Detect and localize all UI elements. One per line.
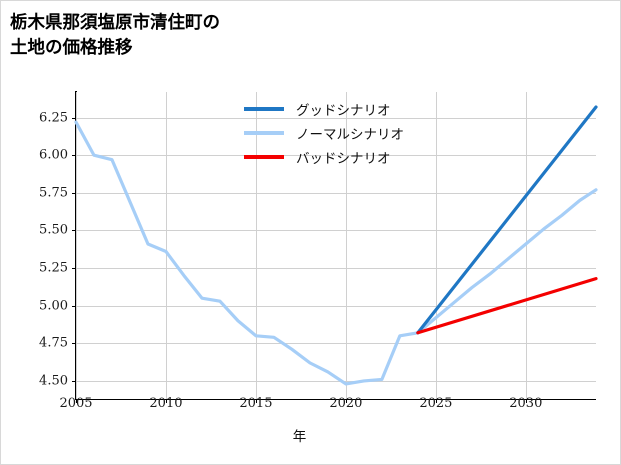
y-tick-mark <box>72 380 76 382</box>
y-tick-label: 5.50 <box>39 222 68 238</box>
x-tick-mark <box>76 399 77 403</box>
page-title: 栃木県那須塩原市清住町の 土地の価格推移 <box>10 12 220 57</box>
gridline-horizontal <box>76 155 596 157</box>
y-tick-label: 4.75 <box>39 335 68 351</box>
x-axis-label-text: 年 <box>292 429 307 444</box>
y-tick-mark <box>72 192 76 194</box>
gridline-vertical <box>255 92 257 399</box>
y-tick-mark <box>72 343 76 345</box>
legend-item-good[interactable]: グッドシナリオ <box>244 97 484 121</box>
y-tick-mark <box>72 305 76 307</box>
gridline-horizontal <box>76 192 596 194</box>
x-tick-label: 2030 <box>509 396 543 411</box>
gridline-horizontal <box>76 230 596 232</box>
y-tick-label: 4.50 <box>39 373 68 389</box>
y-tick-mark <box>72 117 76 119</box>
gridline-horizontal <box>76 343 596 345</box>
x-tick-mark <box>435 399 437 403</box>
chart-legend: グッドシナリオ ノーマルシナリオ バッドシナリオ <box>244 97 484 169</box>
y-tick-label: 5.25 <box>39 260 68 276</box>
series-line-good <box>416 105 598 335</box>
x-tick-mark <box>165 399 167 403</box>
legend-swatch-good <box>244 107 284 111</box>
gridline-horizontal <box>76 268 596 270</box>
x-tick-label: 2010 <box>149 396 183 411</box>
legend-swatch-bad <box>244 155 284 159</box>
x-axis-spine <box>75 398 596 400</box>
x-tick-label: 2015 <box>239 396 273 411</box>
legend-label-normal: ノーマルシナリオ <box>296 127 404 142</box>
gridline-horizontal <box>76 305 596 307</box>
y-tick-label: 6.25 <box>39 110 68 126</box>
gridline-vertical <box>435 92 437 399</box>
x-tick-label: 2005 <box>59 396 93 411</box>
series-line-normal <box>74 120 598 386</box>
series-lines <box>74 105 598 386</box>
x-tick-label: 2025 <box>419 396 453 411</box>
plot-area: 4.50 4.75 5.00 5.25 5.50 5.75 6.00 6.25 2005 201… <box>39 92 598 411</box>
legend-label-bad: バッドシナリオ <box>296 151 391 166</box>
y-axis-label: 坪（3.3㎡）単価（万円） <box>0 0 13 106</box>
x-tick-mark <box>345 399 347 403</box>
legend-item-bad[interactable]: バッドシナリオ <box>244 145 484 169</box>
y-tick-label: 5.00 <box>39 298 68 314</box>
legend-swatch-normal <box>244 131 284 135</box>
gridline-horizontal <box>76 117 596 119</box>
gridline-horizontal <box>76 380 596 382</box>
y-tick-mark <box>72 268 76 270</box>
y-tick-mark <box>72 230 76 232</box>
x-tick-mark <box>255 399 257 403</box>
y-tick-mark <box>72 155 76 157</box>
x-tick-mark <box>525 399 527 403</box>
x-tick-label: 2020 <box>329 396 363 411</box>
legend-label-good: グッドシナリオ <box>296 103 391 118</box>
y-tick-label: 6.00 <box>39 147 68 163</box>
gridline-vertical <box>76 92 77 399</box>
y-tick-label: 5.75 <box>39 185 68 201</box>
series-line-bad <box>416 277 598 335</box>
legend-item-normal[interactable]: ノーマルシナリオ <box>244 121 484 145</box>
gridline-vertical <box>345 92 347 399</box>
gridline-vertical <box>165 92 167 399</box>
x-axis-label: 年 <box>1 425 621 445</box>
